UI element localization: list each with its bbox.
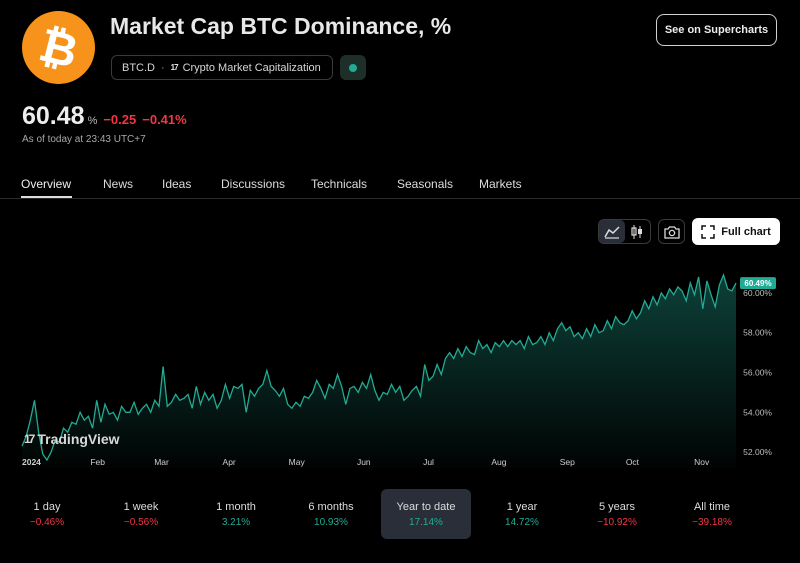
provider-logo-icon: 17: [170, 63, 179, 72]
section-tabs: Overview News Ideas Discussions Technica…: [0, 172, 800, 199]
x-tick-label: May: [289, 457, 306, 467]
period-change-value: 3.21%: [221, 516, 251, 528]
see-on-supercharts-button[interactable]: See on Supercharts: [656, 14, 777, 46]
tab-ideas[interactable]: Ideas: [162, 177, 192, 191]
tab-news[interactable]: News: [103, 177, 134, 191]
tab-seasonals[interactable]: Seasonals: [397, 177, 454, 191]
tab-overview[interactable]: Overview: [21, 177, 72, 191]
period-1-month[interactable]: 1 month 3.21%: [191, 489, 281, 539]
period-change-value: 17.14%: [409, 516, 443, 528]
full-chart-button[interactable]: Full chart: [692, 218, 780, 245]
period-label: 1 year: [506, 500, 538, 513]
period-1-year[interactable]: 1 year 14.72%: [477, 489, 567, 539]
price-row: 60.48 % −0.25 −0.41%: [22, 102, 193, 131]
full-chart-label: Full chart: [721, 225, 771, 238]
period-label: Year to date: [396, 500, 456, 513]
page-title: Market Cap BTC Dominance, %: [110, 13, 452, 39]
period-label: 1 week: [123, 500, 159, 513]
period-6-months[interactable]: 6 months 10.93%: [286, 489, 376, 539]
candlestick-chart-button[interactable]: [625, 220, 651, 243]
bitcoin-icon: ₿: [33, 16, 84, 79]
symbol-ticker: BTC.D: [122, 61, 155, 74]
x-tick-label: Oct: [626, 457, 640, 467]
y-tick-label: 52.00%: [743, 447, 772, 457]
period-1-day[interactable]: 1 day −0.46%: [2, 489, 92, 539]
period-year-to-date[interactable]: Year to date 17.14%: [381, 489, 471, 539]
price-unit: %: [87, 115, 98, 127]
symbol-chip[interactable]: BTC.D · 17 Crypto Market Capitalization: [111, 55, 333, 80]
x-tick-label: Feb: [90, 457, 105, 467]
performance-periods: 1 day −0.46% 1 week −0.56% 1 month 3.21% 6 mon…: [22, 489, 792, 539]
y-tick-label: 56.00%: [743, 367, 772, 377]
x-tick-label: Mar: [154, 457, 169, 467]
watermark-text: TradingView: [37, 431, 120, 447]
provider-name: Crypto Market Capitalization: [182, 61, 321, 74]
last-value-badge: [740, 277, 776, 290]
area-chart-button[interactable]: [599, 220, 625, 243]
tab-technicals[interactable]: Technicals: [311, 177, 368, 191]
period-label: All time: [693, 500, 731, 513]
as-of-timestamp: As of today at 23:43 UTC+7: [22, 134, 146, 145]
x-tick-label: Jun: [357, 457, 371, 467]
period-5-years[interactable]: 5 years −10.92%: [572, 489, 662, 539]
x-tick-label: Jul: [423, 457, 434, 467]
period-label: 1 month: [216, 500, 256, 513]
price-value: 60.48: [22, 102, 85, 130]
y-tick-label: 54.00%: [743, 407, 772, 417]
period-label: 6 months: [308, 500, 354, 513]
period-label: 1 day: [33, 500, 61, 513]
x-tick-label: Aug: [491, 457, 506, 467]
chart-style-toggle: [598, 219, 651, 244]
tradingview-logo-icon: 17: [24, 432, 35, 446]
chart-area-fill: [22, 274, 736, 468]
tradingview-watermark: 17 TradingView: [24, 431, 120, 447]
x-tick-label: Apr: [223, 457, 236, 467]
last-value-label: 60.49%: [744, 279, 771, 288]
y-tick-label: 58.00%: [743, 328, 772, 338]
candlestick-icon: [631, 224, 643, 239]
period-change-value: −0.56%: [123, 516, 159, 528]
market-status-badge[interactable]: [340, 55, 366, 80]
period-1-week[interactable]: 1 week −0.56%: [96, 489, 186, 539]
period-change-value: −10.92%: [597, 516, 637, 528]
btc-dominance-chart[interactable]: 60.00% 58.00% 56.00% 54.00% 52.00% 2024 Feb Ma…: [0, 255, 800, 475]
x-tick-label: Nov: [694, 457, 710, 467]
x-tick-label: 2024: [22, 457, 41, 467]
price-change-percent: −0.41%: [142, 112, 187, 127]
btc-logo: ₿: [22, 11, 95, 84]
tab-markets[interactable]: Markets: [479, 177, 522, 191]
price-change: −0.25: [103, 112, 137, 127]
market-open-dot-icon: [349, 63, 357, 72]
period-change-value: −0.46%: [29, 516, 65, 528]
separator: ·: [161, 61, 165, 74]
camera-icon: [663, 225, 680, 239]
tab-discussions[interactable]: Discussions: [221, 177, 286, 191]
chart-series-line: [21, 272, 737, 462]
snapshot-button[interactable]: [658, 219, 685, 244]
period-label: 5 years: [598, 500, 636, 513]
fullscreen-icon: [701, 224, 715, 239]
active-tab-indicator: [21, 196, 72, 198]
period-all-time[interactable]: All time −39.18%: [667, 489, 757, 539]
period-change-value: 14.72%: [505, 516, 539, 528]
period-change-value: 10.93%: [314, 516, 348, 528]
period-change-value: −39.18%: [692, 516, 732, 528]
y-tick-label: 60.00%: [743, 288, 772, 298]
area-chart-icon: [604, 225, 620, 239]
x-tick-label: Sep: [560, 457, 575, 467]
